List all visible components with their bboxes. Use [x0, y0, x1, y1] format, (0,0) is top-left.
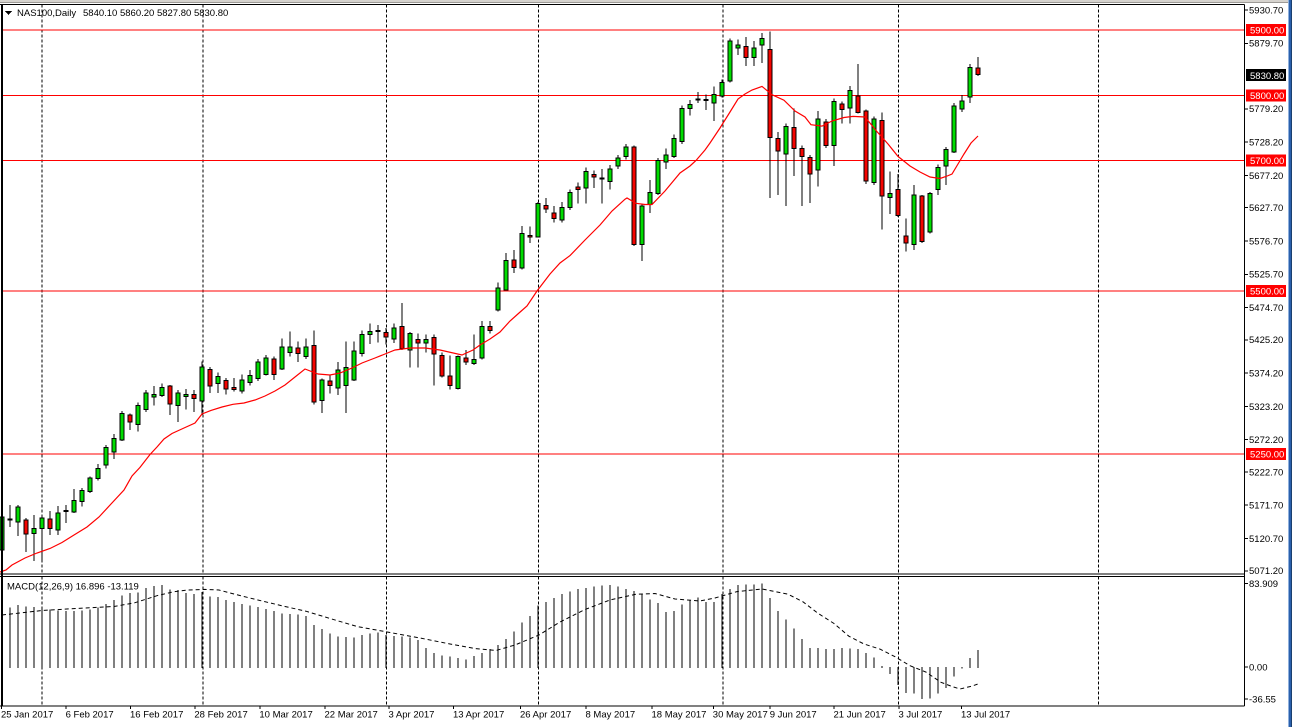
svg-text:5272.20: 5272.20 — [1249, 435, 1283, 446]
svg-text:21 Jun 2017: 21 Jun 2017 — [834, 710, 886, 721]
svg-text:9 Jun 2017: 9 Jun 2017 — [770, 710, 817, 721]
svg-text:5525.70: 5525.70 — [1249, 270, 1283, 281]
svg-text:5930.70: 5930.70 — [1249, 5, 1283, 16]
svg-text:8 May 2017: 8 May 2017 — [586, 710, 636, 721]
svg-text:83.909: 83.909 — [1249, 579, 1278, 590]
svg-text:0.00: 0.00 — [1249, 662, 1268, 673]
svg-text:5222.70: 5222.70 — [1249, 467, 1283, 478]
svg-text:5840.10 5860.20 5827.80 5830.8: 5840.10 5860.20 5827.80 5830.80 — [83, 8, 228, 19]
svg-text:30 May 2017: 30 May 2017 — [713, 710, 768, 721]
svg-text:13 Apr 2017: 13 Apr 2017 — [453, 710, 504, 721]
svg-text:6 Feb 2017: 6 Feb 2017 — [66, 710, 114, 721]
svg-text:22 Mar 2017: 22 Mar 2017 — [325, 710, 378, 721]
svg-text:5728.20: 5728.20 — [1249, 138, 1283, 149]
svg-text:3 Jul 2017: 3 Jul 2017 — [899, 710, 943, 721]
svg-text:25 Jan 2017: 25 Jan 2017 — [1, 710, 53, 721]
svg-text:NAS100,Daily: NAS100,Daily — [17, 8, 76, 19]
svg-text:5779.20: 5779.20 — [1249, 104, 1283, 115]
svg-text:5900.00: 5900.00 — [1250, 26, 1284, 37]
svg-text:13 Jul 2017: 13 Jul 2017 — [961, 710, 1010, 721]
svg-text:5576.70: 5576.70 — [1249, 236, 1283, 247]
svg-text:5627.70: 5627.70 — [1249, 203, 1283, 214]
svg-text:5425.20: 5425.20 — [1249, 335, 1283, 346]
svg-text:-36.55: -36.55 — [1249, 694, 1276, 705]
svg-text:MACD(12,26,9) 16.896 -13.119: MACD(12,26,9) 16.896 -13.119 — [7, 582, 139, 593]
svg-text:18 May 2017: 18 May 2017 — [652, 710, 707, 721]
svg-text:5250.00: 5250.00 — [1250, 450, 1284, 461]
svg-text:5323.20: 5323.20 — [1249, 402, 1283, 413]
svg-text:5171.70: 5171.70 — [1249, 501, 1283, 512]
svg-text:5700.00: 5700.00 — [1250, 156, 1284, 167]
svg-text:5120.70: 5120.70 — [1249, 534, 1283, 545]
svg-text:28 Feb 2017: 28 Feb 2017 — [194, 710, 247, 721]
svg-text:5071.20: 5071.20 — [1249, 566, 1283, 577]
svg-text:16 Feb 2017: 16 Feb 2017 — [130, 710, 183, 721]
svg-text:10 Mar 2017: 10 Mar 2017 — [259, 710, 312, 721]
svg-text:5879.70: 5879.70 — [1249, 39, 1283, 50]
svg-text:3 Apr 2017: 3 Apr 2017 — [389, 710, 435, 721]
svg-text:5474.70: 5474.70 — [1249, 303, 1283, 314]
svg-text:5677.20: 5677.20 — [1249, 171, 1283, 182]
svg-text:5800.00: 5800.00 — [1250, 91, 1284, 102]
svg-text:26 Apr 2017: 26 Apr 2017 — [520, 710, 571, 721]
svg-text:5500.00: 5500.00 — [1250, 287, 1284, 298]
svg-text:5374.20: 5374.20 — [1249, 369, 1283, 380]
svg-text:5830.80: 5830.80 — [1250, 71, 1284, 82]
